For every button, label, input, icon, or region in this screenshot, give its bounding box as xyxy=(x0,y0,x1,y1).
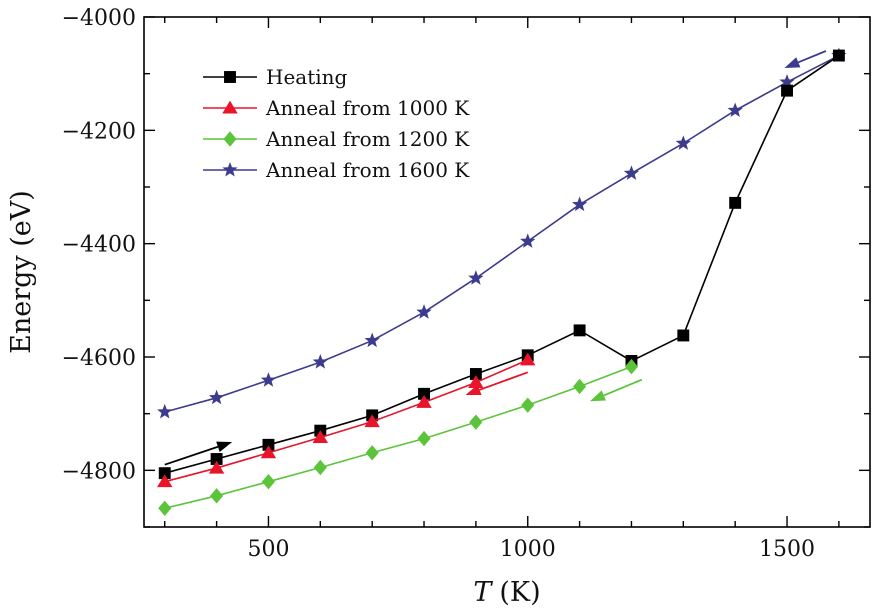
direction-arrow xyxy=(164,441,233,466)
data-point-anneal-1600 xyxy=(157,403,173,419)
data-point-heating xyxy=(158,467,171,480)
legend-label: Anneal from 1200 K xyxy=(265,127,470,151)
data-point-heating xyxy=(210,453,223,465)
data-point-anneal-1000 xyxy=(416,394,432,408)
data-point-anneal-1200 xyxy=(624,358,639,375)
data-point-anneal-1200 xyxy=(365,445,379,461)
x-tick-label: 1000 xyxy=(500,537,556,562)
axis-ticks: −4800 −4600 −4400 −4200 −4000 500 1000 1500 xyxy=(62,6,870,562)
legend-marker xyxy=(223,131,237,147)
data-point-heating xyxy=(781,84,793,97)
y-tick-label: −4200 xyxy=(62,119,136,144)
legend-item-anneal-1000: Anneal from 1000 K xyxy=(203,96,470,120)
x-tick-label: 500 xyxy=(247,537,289,562)
legend-label: Anneal from 1600 K xyxy=(265,158,470,182)
series-line-heating xyxy=(164,54,840,474)
direction-arrow xyxy=(589,378,643,402)
series-line-anneal-1600 xyxy=(164,54,840,413)
data-series xyxy=(157,47,847,516)
data-point-heating xyxy=(418,387,430,400)
series-anneal-1600 xyxy=(157,47,847,419)
data-point-heating xyxy=(677,329,690,342)
data-point-anneal-1600 xyxy=(208,389,225,405)
data-point-anneal-1000 xyxy=(312,430,329,443)
data-point-anneal-1200 xyxy=(521,397,535,413)
plot-frame xyxy=(143,16,871,528)
legend-item-heating: Heating xyxy=(203,65,348,89)
y-tick-label: −4000 xyxy=(62,6,136,31)
data-point-anneal-1000 xyxy=(364,414,380,428)
data-point-anneal-1000 xyxy=(260,445,277,459)
data-point-anneal-1200 xyxy=(313,459,327,476)
series-heating xyxy=(158,49,845,480)
x-axis-variable: T xyxy=(473,577,493,608)
data-point-anneal-1200 xyxy=(261,473,276,490)
data-point-anneal-1200 xyxy=(210,488,224,504)
data-point-anneal-1600 xyxy=(520,233,536,248)
legend-item-anneal-1200: Anneal from 1200 K xyxy=(203,127,470,151)
legend-label: Heating xyxy=(266,65,348,89)
series-line-anneal-1000 xyxy=(164,359,529,483)
y-tick-label: −4600 xyxy=(62,346,136,371)
x-axis-unit: (K) xyxy=(499,577,540,608)
x-tick-label: 1500 xyxy=(759,537,815,562)
data-point-anneal-1200 xyxy=(573,378,587,395)
direction-arrow xyxy=(784,50,827,68)
series-anneal-1000 xyxy=(157,352,536,488)
data-point-anneal-1200 xyxy=(469,414,483,430)
series-anneal-1200 xyxy=(158,358,639,516)
legend-item-anneal-1600: Anneal from 1600 K xyxy=(203,158,470,182)
direction-arrows xyxy=(164,50,827,466)
data-point-heating xyxy=(832,49,845,62)
data-point-heating xyxy=(469,368,482,380)
legend: Heating Anneal from 1000 K Anneal from 120… xyxy=(203,65,470,182)
data-point-anneal-1600 xyxy=(727,102,743,118)
series-line-anneal-1200 xyxy=(164,365,632,510)
legend-marker xyxy=(222,100,238,114)
data-point-anneal-1000 xyxy=(468,375,484,389)
legend-marker xyxy=(222,161,238,177)
data-point-anneal-1200 xyxy=(158,500,172,516)
y-tick-label: −4800 xyxy=(62,459,136,484)
legend-marker xyxy=(224,71,236,83)
data-point-anneal-1600 xyxy=(260,372,277,387)
data-point-anneal-1600 xyxy=(312,354,328,369)
data-point-anneal-1600 xyxy=(675,135,691,150)
data-point-heating xyxy=(729,196,742,209)
data-point-anneal-1600 xyxy=(416,304,432,319)
y-tick-label: −4400 xyxy=(62,233,136,258)
data-point-anneal-1600 xyxy=(468,270,484,285)
x-axis-label: T (K) xyxy=(473,577,540,608)
data-point-anneal-1000 xyxy=(208,460,225,474)
data-point-heating xyxy=(573,324,586,337)
y-axis-label: Energy (eV) xyxy=(6,190,37,354)
legend-label: Anneal from 1000 K xyxy=(265,96,470,120)
data-point-anneal-1600 xyxy=(571,196,588,212)
data-point-anneal-1200 xyxy=(417,430,431,447)
data-point-anneal-1600 xyxy=(364,332,380,348)
data-point-heating xyxy=(262,438,275,451)
data-point-anneal-1600 xyxy=(779,74,795,89)
data-point-anneal-1000 xyxy=(520,352,536,366)
data-point-anneal-1600 xyxy=(623,165,640,180)
data-point-anneal-1000 xyxy=(157,474,173,488)
